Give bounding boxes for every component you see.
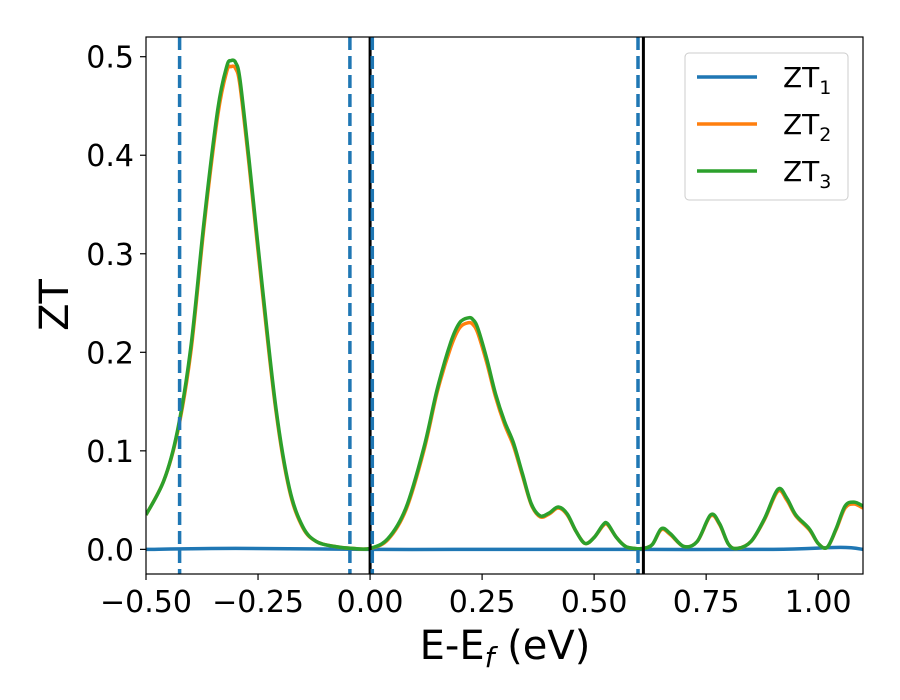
legend-label-zt2: ZT2 [783, 108, 831, 146]
legend-label-zt2-sub: 2 [819, 124, 831, 146]
x-tick-label: −0.50 [100, 585, 192, 620]
y-tick-label: 0.2 [86, 336, 134, 371]
x-axis-label: E-Ef (eV) [420, 623, 591, 674]
y-tick-label: 0.3 [86, 238, 134, 273]
y-tick-label: 0.4 [86, 139, 134, 174]
y-tick-label: 0.5 [86, 41, 134, 76]
x-axis-label-unit: (eV) [494, 623, 590, 669]
x-tick-label: −0.25 [212, 585, 304, 620]
zt1-line [146, 545, 863, 552]
x-tick-label: 0.75 [673, 585, 740, 620]
x-axis-label-main: E-E [420, 623, 485, 669]
legend-label-zt3-main: ZT [783, 155, 820, 188]
legend-label-zt1: ZT1 [783, 61, 831, 99]
plot-area [146, 37, 863, 574]
x-tick-label: 1.00 [785, 585, 852, 620]
plot-clip-group [146, 37, 863, 574]
x-tick-label: 0.50 [561, 585, 628, 620]
y-tick-label: 0.1 [86, 435, 134, 470]
x-tick-label: 0.00 [337, 585, 404, 620]
y-axis-label: ZT [32, 279, 78, 331]
legend-box [684, 52, 849, 201]
legend-label-zt3-sub: 3 [819, 171, 831, 193]
x-tick-label: 0.25 [449, 585, 516, 620]
legend-label-zt1-main: ZT [783, 61, 820, 94]
axes-frame [145, 36, 864, 575]
legend-label-zt2-main: ZT [783, 108, 820, 141]
legend-label-zt3: ZT3 [783, 155, 831, 193]
y-tick-label: 0.0 [86, 533, 134, 568]
axis-ticks: −0.50 −0.25 0.00 0.25 0.50 0.75 1.00 0.0 0.1 0.2 0… [86, 41, 851, 620]
zt3-line [146, 58, 863, 551]
legend-label-zt1-sub: 1 [819, 77, 831, 99]
legend: ZT1 ZT2 ZT3 [684, 52, 849, 201]
